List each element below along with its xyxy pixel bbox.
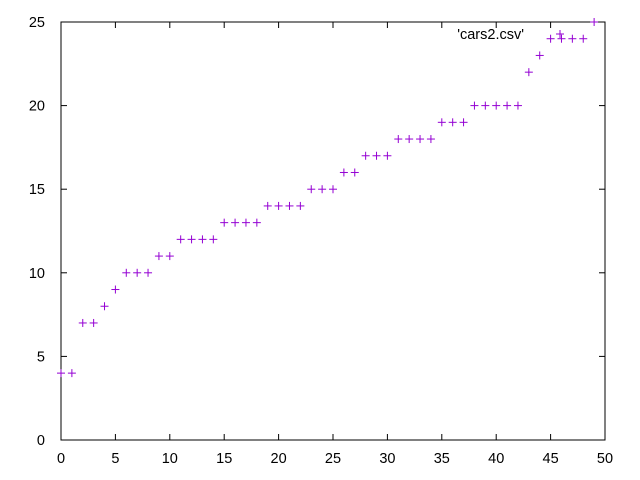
data-point	[339, 168, 348, 177]
data-point	[144, 268, 153, 277]
data-point	[513, 101, 522, 110]
data-point	[209, 235, 218, 244]
data-point	[176, 235, 185, 244]
data-point	[231, 218, 240, 227]
legend-label: 'cars2.csv'	[457, 27, 524, 43]
data-point	[448, 118, 457, 127]
data-point	[535, 51, 544, 60]
data-point	[263, 201, 272, 210]
data-point	[557, 34, 566, 43]
x-tick-label: 0	[57, 451, 65, 467]
data-point	[416, 135, 425, 144]
data-point	[307, 185, 316, 194]
data-point	[122, 268, 131, 277]
x-tick-label: 15	[216, 451, 232, 467]
x-tick-label: 25	[325, 451, 341, 467]
data-point	[220, 218, 229, 227]
data-point	[579, 34, 588, 43]
data-point	[546, 34, 555, 43]
x-tick-label: 5	[111, 451, 119, 467]
data-point	[57, 369, 65, 378]
axis-ticks	[60, 21, 606, 441]
legend-marker-symbol	[556, 30, 564, 38]
data-point	[503, 101, 512, 110]
y-tick-label: 20	[29, 99, 45, 115]
x-tick-label: 40	[488, 451, 504, 467]
data-point	[154, 252, 163, 261]
y-tick-label: 25	[29, 15, 45, 31]
data-point	[383, 151, 392, 160]
data-point	[361, 151, 370, 160]
y-tick-label: 5	[37, 349, 45, 365]
data-point	[318, 185, 327, 194]
legend-marker	[556, 30, 564, 38]
data-point	[329, 185, 337, 194]
data-point	[372, 151, 381, 160]
data-point	[492, 101, 501, 110]
data-point	[67, 369, 76, 378]
y-tick-label: 0	[37, 433, 45, 449]
data-points	[57, 18, 599, 378]
data-point	[285, 201, 294, 210]
x-tick-label: 20	[271, 451, 287, 467]
data-point	[524, 68, 533, 77]
x-tick-label: 30	[379, 451, 395, 467]
data-point	[350, 168, 359, 177]
data-point	[100, 302, 109, 311]
x-tick-label: 50	[597, 451, 613, 467]
data-point	[89, 318, 98, 327]
data-point	[78, 318, 87, 327]
x-tick-label: 10	[162, 451, 178, 467]
data-point	[133, 268, 142, 277]
data-point	[274, 201, 283, 210]
data-point	[394, 135, 403, 144]
data-point	[426, 135, 435, 144]
data-point	[252, 218, 261, 227]
x-tick-label: 35	[434, 451, 450, 467]
data-point	[459, 118, 468, 127]
data-point	[165, 252, 174, 261]
data-point	[187, 235, 196, 244]
data-point	[568, 34, 577, 43]
x-tick-label: 45	[543, 451, 559, 467]
data-point	[198, 235, 207, 244]
data-point	[590, 18, 599, 26]
legend: 'cars2.csv'	[457, 27, 564, 43]
data-point	[405, 135, 414, 144]
data-point	[437, 118, 446, 127]
axis-tick-labels: 0 5 10 15 20 25 30 35 40 45 50 0 5 10 15 20 25	[29, 15, 613, 467]
data-point	[111, 285, 120, 294]
data-point	[241, 218, 250, 227]
plot-frame	[60, 21, 606, 441]
data-point	[470, 101, 479, 110]
y-tick-label: 10	[29, 266, 45, 282]
data-point	[481, 101, 490, 110]
y-tick-label: 15	[29, 182, 45, 198]
data-point	[296, 201, 305, 210]
